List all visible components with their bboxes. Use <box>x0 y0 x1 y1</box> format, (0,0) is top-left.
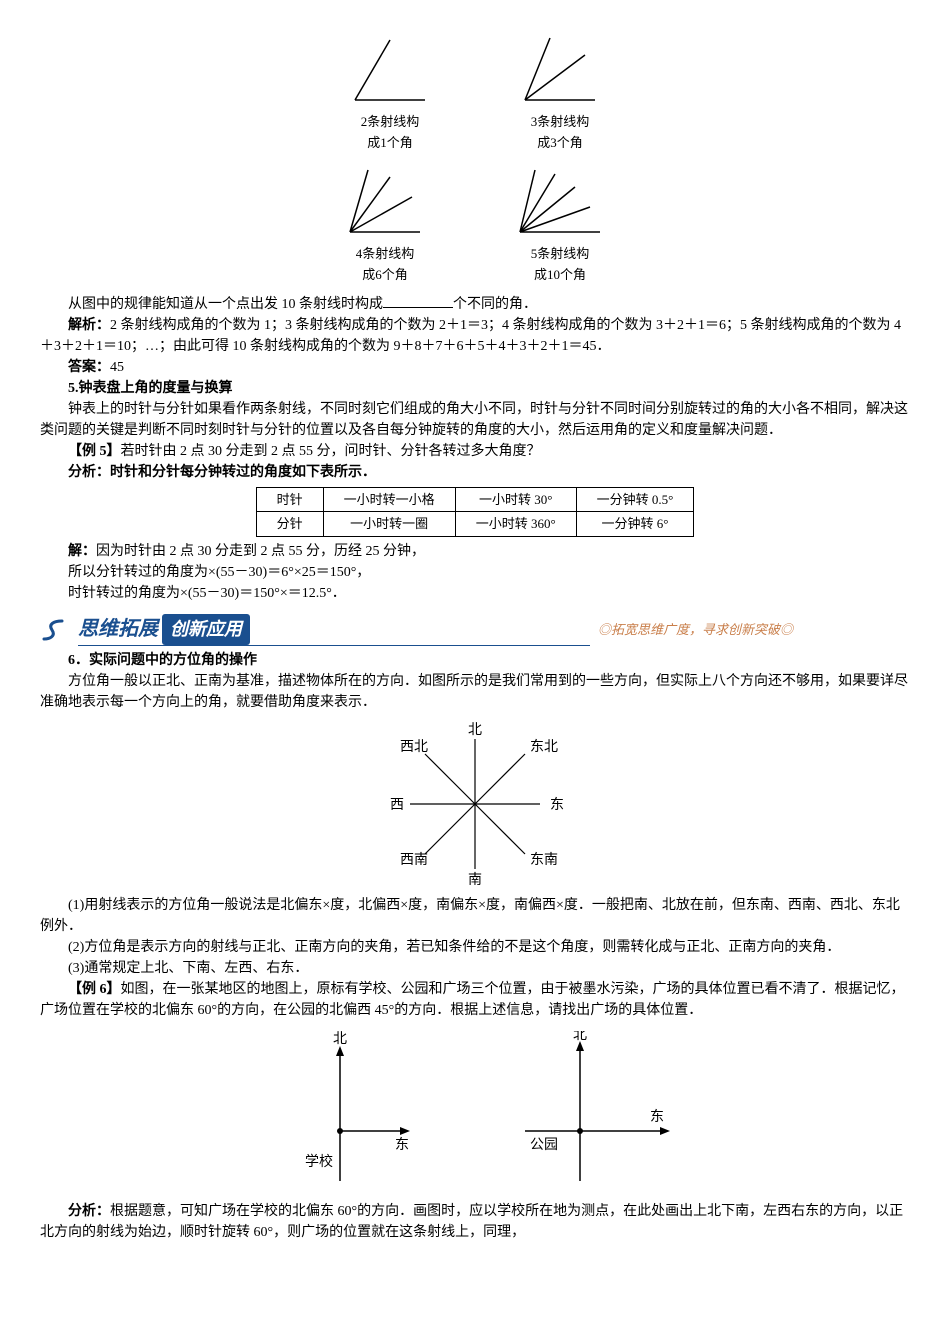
cell-r0c2: 一小时转 30° <box>455 487 576 512</box>
ex5-label: 【例 5】 <box>68 444 121 459</box>
ex5-paragraph: 【例 5】若时针由 2 点 30 分走到 2 点 55 分，问时针、分针各转过多… <box>40 441 910 462</box>
map-park-label: 公园 <box>530 1138 558 1153</box>
sec6-li1: (1)用射线表示的方位角一般说法是北偏东×度，北偏西×度，南偏东×度，南偏西×度… <box>40 895 910 937</box>
cell-r0c0: 时针 <box>256 487 323 512</box>
ray-label-2-l1: 2条射线构 <box>345 114 435 131</box>
ray-label-5-l2: 成10个角 <box>510 267 610 284</box>
compass-s: 南 <box>468 872 482 888</box>
jiexi-paragraph: 解析：2 条射线构成角的个数为 1；3 条射线构成角的个数为 2＋1＝3；4 条… <box>40 315 910 357</box>
ray-diagram-2: 2条射线构 成1个角 <box>345 30 435 152</box>
banner-chuangxin: 创新应用 <box>162 614 250 645</box>
map-row: 北 东 学校 北 东 公园 <box>40 1031 910 1191</box>
map-park-n: 北 <box>573 1031 587 1043</box>
compass-diagram: 北 南 东 西 东北 西北 东南 西南 <box>375 719 575 889</box>
rule-tail: 个不同的角． <box>453 297 537 312</box>
banner-siwei: 思维拓展 <box>78 614 158 644</box>
sec6-li3: (3)通常规定上北、下南、左西、右东． <box>40 958 910 979</box>
ray-diagram-5: 5条射线构 成10个角 <box>510 162 610 284</box>
jiexi-text: 2 条射线构成角的个数为 1；3 条射线构成角的个数为 2＋1＝3；4 条射线构… <box>40 318 901 354</box>
cell-r1c2: 一小时转 360° <box>455 512 576 537</box>
ex6-text: 如图，在一张某地区的地图上，原标有学校、公园和广场三个位置，由于被墨水污染，广场… <box>40 982 905 1018</box>
map-school: 北 东 学校 <box>270 1031 420 1191</box>
ex6-label: 【例 6】 <box>68 982 121 997</box>
jie-l3: 时针转过的角度为×(55－30)＝150°×＝12.5°． <box>40 583 910 604</box>
banner-right: ◎拓宽思维广度，寻求创新突破◎ <box>598 620 793 640</box>
ray-label-2-l2: 成1个角 <box>345 135 435 152</box>
fenxi-label: 分析： <box>68 465 110 480</box>
fenxi6-paragraph: 分析：根据题意，可知广场在学校的北偏东 60°的方向．画图时，应以学校所在地为测… <box>40 1201 910 1243</box>
sec6-li2: (2)方位角是表示方向的射线与正北、正南方向的夹角，若已知条件给的不是这个角度，… <box>40 937 910 958</box>
table-row: 分针 一小时转一圈 一小时转 360° 一分钟转 6° <box>256 512 694 537</box>
fenxi-text: 时针和分针每分钟转过的角度如下表所示． <box>110 465 376 480</box>
ray-label-3-l1: 3条射线构 <box>515 114 605 131</box>
jie-label: 解： <box>68 544 96 559</box>
compass-se: 东南 <box>530 852 558 868</box>
compass-sw: 西南 <box>400 852 428 868</box>
banner-s-icon <box>40 615 70 645</box>
banner: 思维拓展 创新应用 ◎拓宽思维广度，寻求创新突破◎ <box>40 614 910 646</box>
sec6-title: 6．实际问题中的方位角的操作 <box>40 650 910 671</box>
ray-diagram-row-1: 2条射线构 成1个角 3条射线构 成3个角 <box>40 30 910 152</box>
cell-r1c0: 分针 <box>256 512 323 537</box>
daan-text: 45 <box>110 360 124 375</box>
ray-label-4-l2: 成6个角 <box>340 267 430 284</box>
banner-left: 思维拓展 创新应用 <box>78 614 590 646</box>
fenxi6-label: 分析： <box>68 1204 110 1219</box>
jie-paragraph: 解：因为时针由 2 点 30 分走到 2 点 55 分，历经 25 分钟， <box>40 541 910 562</box>
sec5-title: 5.钟表盘上角的度量与换算 <box>40 378 910 399</box>
ex6-paragraph: 【例 6】如图，在一张某地区的地图上，原标有学校、公园和广场三个位置，由于被墨水… <box>40 979 910 1021</box>
map-school-label: 学校 <box>305 1153 333 1170</box>
fenxi6-text: 根据题意，可知广场在学校的北偏东 60°的方向．画图时，应以学校所在地为测点，在… <box>40 1204 903 1240</box>
ray-label-3-l2: 成3个角 <box>515 135 605 152</box>
map-park: 北 东 公园 <box>510 1031 680 1191</box>
ex5-text: 若时针由 2 点 30 分走到 2 点 55 分，问时针、分针各转过多大角度？ <box>121 444 541 459</box>
map-school-e: 东 <box>395 1137 409 1153</box>
cell-r0c1: 一小时转一小格 <box>323 487 455 512</box>
jiexi-label: 解析： <box>68 318 110 333</box>
sec6-p1: 方位角一般以正北、正南为基准，描述物体所在的方向．如图所示的是我们常用到的一些方… <box>40 671 910 713</box>
blank-line <box>383 307 453 308</box>
clock-table: 时针 一小时转一小格 一小时转 30° 一分钟转 0.5° 分针 一小时转一圈 … <box>256 487 695 537</box>
compass-w: 西 <box>390 798 404 813</box>
compass-ne: 东北 <box>530 739 558 755</box>
rule-sentence: 从图中的规律能知道从一个点出发 10 条射线时构成 个不同的角． <box>40 294 910 315</box>
daan-label: 答案： <box>68 360 110 375</box>
table-row: 时针 一小时转一小格 一小时转 30° 一分钟转 0.5° <box>256 487 694 512</box>
ray-label-5-l1: 5条射线构 <box>510 246 610 263</box>
jie-l2: 所以分针转过的角度为×(55－30)＝6°×25＝150°， <box>40 562 910 583</box>
cell-r1c3: 一分钟转 6° <box>576 512 694 537</box>
cell-r1c1: 一小时转一圈 <box>323 512 455 537</box>
jie-l1: 因为时针由 2 点 30 分走到 2 点 55 分，历经 25 分钟， <box>96 544 425 559</box>
map-park-e: 东 <box>650 1109 664 1125</box>
cell-r0c3: 一分钟转 0.5° <box>576 487 694 512</box>
fenxi-paragraph: 分析：时针和分针每分钟转过的角度如下表所示． <box>40 462 910 483</box>
daan-paragraph: 答案：45 <box>40 357 910 378</box>
compass-nw: 西北 <box>400 739 428 755</box>
sec5-p1: 钟表上的时针与分针如果看作两条射线，不同时刻它们组成的角大小不同，时针与分针不同… <box>40 399 910 441</box>
ray-diagram-row-2: 4条射线构 成6个角 5条射线构 成10个角 <box>40 162 910 284</box>
compass-n: 北 <box>468 722 482 738</box>
compass-e: 东 <box>550 797 564 813</box>
rule-text: 从图中的规律能知道从一个点出发 10 条射线时构成 <box>68 297 383 312</box>
ray-diagram-3: 3条射线构 成3个角 <box>515 30 605 152</box>
map-school-n: 北 <box>333 1031 347 1047</box>
ray-diagram-4: 4条射线构 成6个角 <box>340 162 430 284</box>
ray-label-4-l1: 4条射线构 <box>340 246 430 263</box>
